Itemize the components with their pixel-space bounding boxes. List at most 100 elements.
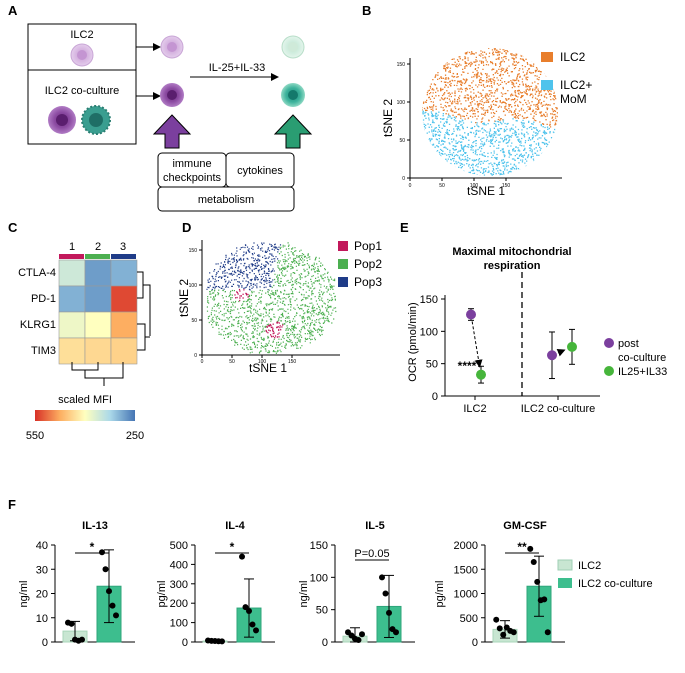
chart-f-datapoint — [527, 545, 534, 552]
chart-e-category-label: ILC2 co-culture — [521, 403, 596, 415]
tsne-b-ytick-label: 50 — [399, 138, 405, 144]
chart-f-datapoint — [106, 588, 112, 595]
chart-f-datapoint — [382, 590, 389, 597]
chart-f-ytick-label: 200 — [170, 598, 188, 610]
chart-e-title-line2: respiration — [484, 260, 541, 272]
tsne-b-xlabel: tSNE 1 — [467, 184, 505, 198]
tsne-b-legend-mom-line2: MoM — [560, 92, 587, 106]
tsne-d-points-pop1 — [234, 288, 284, 339]
chart-f1: 0 10 20 30 40 IL-13 ng/ml * — [18, 520, 135, 649]
chart-e-ytick-label: 50 — [426, 359, 438, 371]
tsne-d-legend-pop2: Pop2 — [354, 257, 382, 271]
chart-f-ytick-label: 1500 — [454, 564, 478, 576]
chart-e-trend-arrow — [471, 321, 483, 368]
chart-f-ytick-label: 100 — [170, 618, 188, 630]
chart-e-legend-marker-il25 — [604, 366, 614, 376]
chart-f4: 0 500 1000 1500 2000 GM-CSF pg/ml ** — [434, 520, 565, 649]
treatment-label: IL-25+IL-33 — [209, 62, 266, 74]
tsne-b-ytick-label: 100 — [397, 100, 406, 106]
heatmap-cell — [84, 285, 112, 313]
tsne-b-xtick-label: 100 — [470, 183, 479, 189]
chart-e-ylabel: OCR (pmol/min) — [407, 302, 419, 381]
panel-c-label: C — [8, 220, 18, 235]
tsne-b-ytick-label: 0 — [402, 176, 405, 182]
chart-f-ytick-label: 300 — [170, 579, 188, 591]
heatmap-cell — [110, 311, 138, 339]
checkpoints-line2: checkpoints — [163, 172, 222, 184]
heatmap-col-2-bar — [85, 254, 110, 259]
heatmap-cell — [110, 337, 138, 365]
tsne-d-xtick-label: 100 — [258, 359, 267, 365]
chart-e-point — [567, 341, 577, 352]
chart-f-datapoint — [500, 631, 507, 638]
chart-e-legend-il25: IL25+IL33 — [618, 366, 667, 378]
heatmap-scale-bar — [35, 410, 135, 421]
coculture-result-nucleus — [167, 90, 177, 100]
heatmap-col-dendrogram — [71, 362, 124, 386]
chart-e-legend-post-line2: co-culture — [618, 352, 666, 364]
heatmap-cell — [84, 337, 112, 365]
panel-f: F 010203040IL-13ng/ml*0100200300400500IL… — [8, 497, 653, 649]
heatmap-cell — [58, 259, 86, 287]
chart-f-ytick-label: 50 — [316, 605, 328, 617]
heatmap-cell — [58, 285, 86, 313]
heatmap-scale-title: scaled MFI — [58, 394, 112, 406]
checkpoints-line1: immune — [172, 158, 211, 170]
purple-up-arrow-icon — [152, 114, 192, 149]
chart-f-datapoint — [530, 558, 537, 565]
heatmap-col-3: 3 — [120, 241, 126, 253]
tsne-b-ylabel: tSNE 2 — [381, 99, 395, 137]
chart-f-datapoint — [386, 609, 392, 616]
chart-f-ytick-label: 150 — [310, 540, 328, 552]
chart-f-legend-swatch-ilc2 — [557, 559, 573, 571]
tsne-b-ytick-label: 150 — [397, 62, 406, 68]
cytokines-label: cytokines — [237, 165, 283, 177]
chart-f-significance: * — [230, 540, 235, 554]
tsne-d-points-pop3 — [206, 242, 282, 291]
heatmap-cell — [110, 259, 138, 287]
heatmap-scale-max: 250 — [126, 430, 144, 442]
chart-e-ytick-label: 0 — [432, 391, 438, 403]
chart-f-ytick-label: 0 — [182, 637, 188, 649]
heatmap-row-ctla4: CTLA-4 — [18, 267, 56, 279]
heatmap-row-klrg1: KLRG1 — [20, 319, 56, 331]
ilc2-coculture-nucleus — [56, 114, 68, 126]
chart-f-ylabel: ng/ml — [18, 581, 30, 608]
panel-a-label: A — [8, 3, 18, 18]
heatmap-cells — [58, 259, 138, 365]
chart-f-datapoint — [534, 578, 541, 585]
tsne-b-cloud — [422, 48, 558, 176]
tsne-b-ticks: 0 50 100 150 0 50 100 150 — [397, 62, 511, 189]
chart-e-title-line1: Maximal mitochondrial — [452, 246, 571, 258]
chart-e-legend-post-line1: post — [618, 338, 639, 350]
chart-f-datapoint — [359, 631, 365, 638]
chart-f-title: IL-4 — [225, 520, 245, 532]
chart-f-ytick-label: 400 — [170, 559, 188, 571]
heatmap-col-1-bar — [59, 254, 84, 259]
chart-f-ytick-label: 0 — [42, 637, 48, 649]
chart-f-ytick-label: 2000 — [454, 540, 478, 552]
heatmap-cell — [58, 311, 86, 339]
heatmap-cell — [84, 259, 112, 287]
chart-f-title: IL-5 — [365, 520, 385, 532]
chart-f-ytick-label: 0 — [472, 637, 478, 649]
panel-f-label: F — [8, 497, 16, 512]
stimulated-coculture-nucleus — [288, 90, 298, 100]
tsne-d-legend-swatch-pop2 — [338, 259, 348, 269]
chart-f-datapoint — [355, 637, 362, 644]
chart-e-ytick-label: 150 — [420, 294, 438, 306]
tsne-d-xtick-label: 150 — [288, 359, 297, 365]
metabolism-label: metabolism — [198, 194, 254, 206]
box-coculture-label: ILC2 co-culture — [45, 85, 120, 97]
chart-f-ytick-label: 100 — [310, 572, 328, 584]
tsne-d-legend-pop1: Pop1 — [354, 239, 382, 253]
panel-c: C 1 2 3 CTLA-4 PD-1 KLRG1 TIM3 scaled MF… — [8, 220, 151, 442]
tsne-d-ytick-label: 150 — [189, 248, 198, 254]
panel-e: E Maximal mitochondrial respiration OCR … — [400, 220, 667, 415]
tsne-b-xtick-label: 150 — [502, 183, 511, 189]
chart-f-datapoint — [544, 629, 551, 636]
chart-f-datapoint — [102, 566, 109, 573]
chart-f-legend-coculture: ILC2 co-culture — [578, 578, 653, 590]
